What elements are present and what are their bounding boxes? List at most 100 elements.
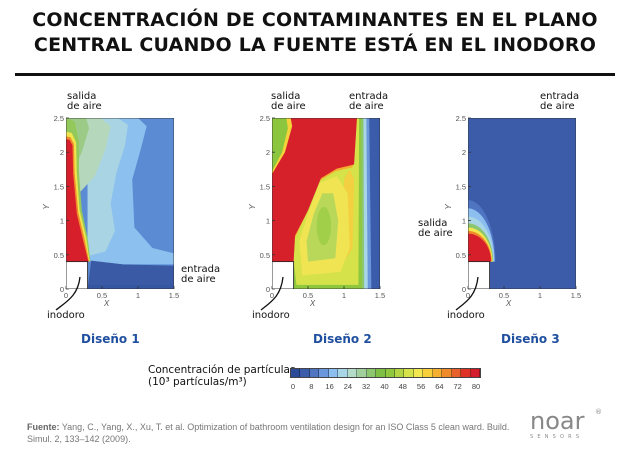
x-tick-label: 1 <box>342 291 346 300</box>
colorbar-cell <box>442 369 452 377</box>
contour-plots: 0 0.5 1 1.5 0 0.5 1 1.5 2 2.5 X Y 0 0.5 1 1.5 0 0.5 1 1.5 2 2… <box>42 114 581 311</box>
x-tick-label: 0.5 <box>303 291 313 300</box>
page-title: CONCENTRACIÓN DE CONTAMINANTES EN EL PLA… <box>32 9 598 56</box>
colorbar-tick-label: 16 <box>325 382 334 391</box>
y-axis-title: Y <box>42 204 51 210</box>
colorbar-tick-label: 32 <box>362 382 371 391</box>
contour-high <box>272 118 357 262</box>
inlet-label-3: entrada de aire <box>540 91 580 112</box>
y-tick-label: 0 <box>266 285 270 294</box>
plot-design-1 <box>66 117 174 289</box>
inlet-label-1: entrada de aire <box>181 264 221 285</box>
title-divider <box>15 73 615 76</box>
colorbar-cell <box>366 369 377 377</box>
toilet-box <box>468 261 491 289</box>
colorbar-ticks: 0 8 16 24 32 40 48 56 64 72 80 <box>0 382 630 392</box>
source-citation: Fuente: Yang, C., Yang, X., Xu, T. et al… <box>27 421 527 445</box>
colorbar-cell <box>461 369 471 377</box>
y-tick-label: 1 <box>462 217 466 226</box>
colorbar-cell <box>385 369 395 377</box>
inlet-label-2: entrada de aire <box>349 91 389 112</box>
colorbar-tick-label: 0 <box>290 382 296 391</box>
x-tick-label: 0 <box>64 291 68 300</box>
x-tick-label: 1.5 <box>169 291 179 300</box>
contour-high <box>66 139 89 262</box>
logo-wordmark: noar <box>530 407 585 435</box>
x-tick-label: 1 <box>136 291 140 300</box>
toilet-pointer-line <box>260 276 284 311</box>
y-tick-label: 2 <box>462 148 466 157</box>
colorbar-tick-label: 64 <box>435 382 444 391</box>
colorbar-cell <box>328 369 339 377</box>
toilet-box <box>66 261 89 289</box>
colorbar-cell <box>376 369 386 377</box>
outlet-label-1: salida de aire <box>67 91 102 112</box>
x-tick-label: 0.5 <box>97 291 107 300</box>
y-tick-label: 1 <box>266 217 270 226</box>
colorbar-cell <box>309 369 320 377</box>
colorbar-cell <box>423 369 433 377</box>
colorbar-cell <box>394 369 405 377</box>
colorbar-cell <box>470 369 481 377</box>
design-title-1: Diseño 1 <box>81 332 140 346</box>
x-tick-label: 0.5 <box>499 291 509 300</box>
colorbar-cell <box>432 369 443 377</box>
toilet-box <box>272 261 295 289</box>
design-title-3: Diseño 3 <box>501 332 560 346</box>
colorbar-cell <box>347 369 358 377</box>
colorbar-cell <box>357 369 367 377</box>
y-tick-label: 0.5 <box>456 251 466 260</box>
y-tick-label: 0 <box>60 285 64 294</box>
y-tick-label: 2.5 <box>260 114 270 123</box>
y-tick-label: 0.5 <box>54 251 64 260</box>
x-tick-label: 1 <box>538 291 542 300</box>
colorbar-cell <box>319 369 329 377</box>
colorbar <box>290 368 481 378</box>
registered-mark: ® <box>595 408 602 416</box>
x-tick-label: 1.5 <box>375 291 385 300</box>
plot-design-2 <box>272 117 380 289</box>
y-tick-label: 0 <box>462 285 466 294</box>
x-tick-label: 1.5 <box>571 291 581 300</box>
outlet-label-3: salida de aire <box>418 218 453 239</box>
y-tick-label: 2.5 <box>54 114 64 123</box>
colorbar-cell <box>338 369 348 377</box>
y-axis-title: Y <box>248 204 257 210</box>
logo-subtitle: SENSORS <box>530 434 584 440</box>
x-axis-title: X <box>309 299 316 308</box>
colorbar-cell <box>451 369 462 377</box>
colorbar-tick-label: 48 <box>398 382 407 391</box>
source-label: Fuente: <box>27 422 60 432</box>
colorbar-tick-label: 80 <box>471 382 481 391</box>
toilet-pointer-line <box>455 276 479 311</box>
toilet-label-1: inodoro <box>47 310 85 321</box>
toilet-label-3: inodoro <box>447 310 485 321</box>
colorbar-cell <box>300 369 310 377</box>
y-tick-label: 2 <box>266 148 270 157</box>
colorbar-tick-label: 56 <box>416 382 426 391</box>
y-tick-label: 1.5 <box>456 182 466 191</box>
colorbar-tick-label: 72 <box>453 382 462 391</box>
design-title-2: Diseño 2 <box>313 332 372 346</box>
y-tick-label: 0.5 <box>260 251 270 260</box>
x-axis-title: X <box>103 299 110 308</box>
colorbar-cell <box>413 369 424 377</box>
colorbar-cell <box>404 369 414 377</box>
y-tick-label: 2 <box>60 148 64 157</box>
contour-high <box>468 233 492 262</box>
colorbar-tick-label: 24 <box>343 382 353 391</box>
y-tick-label: 1.5 <box>260 182 270 191</box>
outlet-label-2: salida de aire <box>271 91 306 112</box>
x-tick-label: 0 <box>270 291 274 300</box>
y-tick-label: 1.5 <box>54 182 64 191</box>
toilet-label-2: inodoro <box>252 310 290 321</box>
y-axis-title: Y <box>444 204 453 210</box>
colorbar-label: Concentración de partículas (10³ partícu… <box>148 364 296 388</box>
colorbar-tick-label: 40 <box>380 382 389 391</box>
x-axis-title: X <box>505 299 512 308</box>
x-tick-label: 0 <box>466 291 470 300</box>
colorbar-cell <box>291 369 301 377</box>
colorbar-tick-label: 8 <box>309 382 314 391</box>
plot-design-3 <box>468 117 576 289</box>
contour-low <box>87 260 174 289</box>
